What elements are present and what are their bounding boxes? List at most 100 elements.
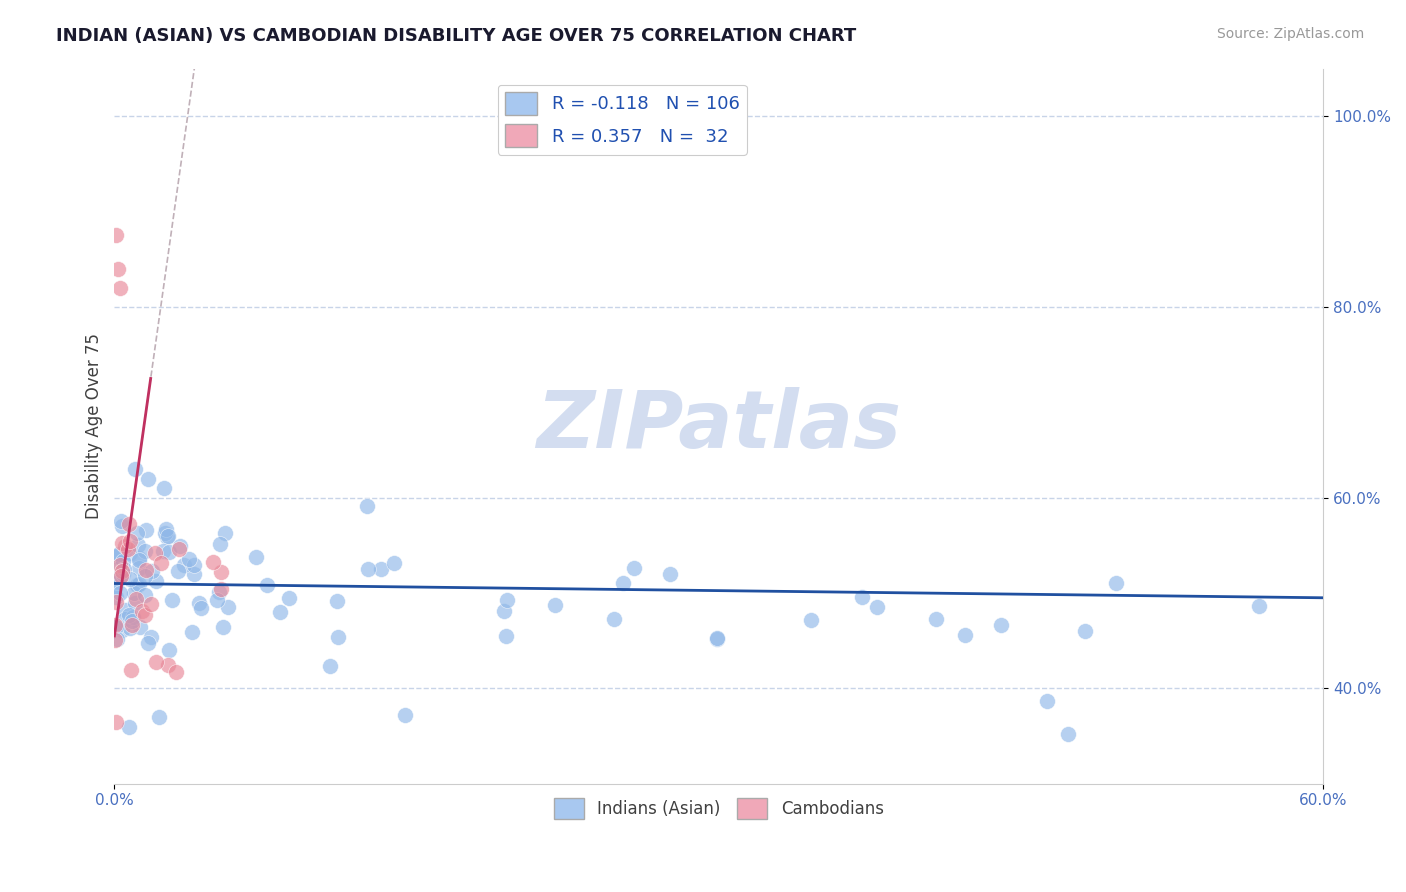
Point: [111, 518, 134, 533]
Point: [326, 630, 349, 644]
Point: [128, 550, 150, 565]
Point: [120, 621, 142, 635]
Point: [112, 562, 135, 576]
Point: [544, 599, 567, 613]
Point: [125, 592, 148, 607]
Legend: Indians (Asian), Cambodians: Indians (Asian), Cambodians: [547, 792, 890, 825]
Point: [495, 593, 517, 607]
Point: [145, 546, 167, 560]
Point: [128, 553, 150, 567]
Point: [108, 586, 131, 600]
Point: [602, 612, 624, 626]
Point: [169, 539, 191, 553]
Point: [108, 547, 131, 561]
Point: [706, 632, 728, 646]
Point: [111, 563, 134, 577]
Point: [111, 564, 134, 578]
Point: [495, 630, 517, 644]
Text: INDIAN (ASIAN) VS CAMBODIAN DISABILITY AGE OVER 75 CORRELATION CHART: INDIAN (ASIAN) VS CAMBODIAN DISABILITY A…: [56, 27, 856, 45]
Point: [134, 588, 156, 602]
Point: [277, 591, 299, 606]
Point: [183, 558, 205, 573]
Point: [209, 582, 232, 597]
Point: [138, 635, 160, 649]
Point: [1074, 624, 1097, 638]
Point: [382, 556, 405, 570]
Point: [121, 614, 143, 628]
Point: [173, 558, 195, 572]
Point: [128, 577, 150, 591]
Point: [134, 543, 156, 558]
Point: [155, 522, 177, 536]
Point: [104, 580, 127, 594]
Point: [124, 596, 146, 610]
Point: [269, 605, 291, 619]
Point: [205, 592, 228, 607]
Point: [357, 562, 380, 576]
Point: [105, 228, 128, 243]
Point: [925, 612, 948, 626]
Point: [118, 546, 141, 560]
Point: [131, 604, 153, 618]
Point: [153, 526, 176, 541]
Point: [157, 545, 180, 559]
Point: [160, 593, 183, 607]
Text: ZIPatlas: ZIPatlas: [536, 387, 901, 465]
Point: [110, 623, 132, 637]
Point: [112, 554, 135, 568]
Point: [494, 604, 516, 618]
Point: [128, 620, 150, 634]
Point: [136, 472, 159, 486]
Point: [157, 643, 180, 657]
Point: [800, 613, 823, 627]
Point: [153, 481, 176, 495]
Point: [150, 556, 173, 570]
Point: [105, 575, 128, 590]
Point: [128, 561, 150, 575]
Point: [706, 631, 728, 645]
Point: [125, 578, 148, 592]
Point: [190, 601, 212, 615]
Point: [145, 574, 167, 588]
Point: [209, 565, 232, 579]
Point: [107, 562, 129, 576]
Point: [107, 549, 129, 564]
Point: [111, 536, 134, 550]
Point: [104, 590, 127, 604]
Point: [104, 549, 127, 564]
Point: [104, 620, 127, 634]
Point: [188, 596, 211, 610]
Point: [127, 538, 149, 552]
Point: [319, 659, 342, 673]
Point: [214, 525, 236, 540]
Point: [114, 539, 136, 553]
Point: [177, 551, 200, 566]
Point: [851, 591, 873, 605]
Point: [118, 533, 141, 548]
Point: [208, 584, 231, 599]
Point: [124, 462, 146, 476]
Point: [121, 618, 143, 632]
Point: [108, 558, 131, 572]
Point: [148, 710, 170, 724]
Point: [141, 630, 163, 644]
Point: [134, 607, 156, 622]
Point: [110, 281, 132, 295]
Text: Source: ZipAtlas.com: Source: ZipAtlas.com: [1216, 27, 1364, 41]
Y-axis label: Disability Age Over 75: Disability Age Over 75: [86, 333, 103, 519]
Point: [110, 514, 132, 528]
Point: [105, 594, 128, 608]
Point: [866, 600, 889, 615]
Point: [105, 570, 128, 584]
Point: [156, 529, 179, 543]
Point: [114, 612, 136, 626]
Point: [104, 617, 127, 632]
Point: [256, 578, 278, 592]
Point: [167, 542, 190, 557]
Point: [1035, 694, 1057, 708]
Point: [120, 663, 142, 677]
Point: [122, 586, 145, 600]
Point: [356, 500, 378, 514]
Point: [111, 566, 134, 581]
Point: [118, 719, 141, 733]
